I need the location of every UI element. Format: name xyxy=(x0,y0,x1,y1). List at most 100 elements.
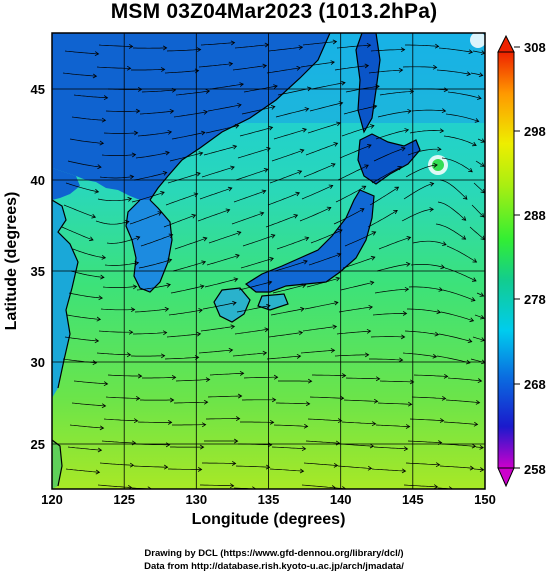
streamline-arrowhead xyxy=(474,118,480,123)
streamline-arrowhead xyxy=(168,233,174,239)
streamline xyxy=(61,226,94,241)
streamline xyxy=(379,380,414,383)
wind-streamlines xyxy=(61,39,485,489)
streamline xyxy=(66,314,101,320)
streamline-arrowhead xyxy=(439,418,445,423)
streamline-arrowhead xyxy=(262,350,268,356)
colorbar-tick-label: 268 xyxy=(524,377,546,392)
streamline xyxy=(102,286,137,288)
streamline xyxy=(100,308,135,311)
streamline xyxy=(200,484,234,487)
streamline-arrowhead xyxy=(366,328,372,334)
streamline-arrowhead xyxy=(465,359,471,365)
streamline-arrowhead xyxy=(298,45,304,50)
streamline-arrowhead xyxy=(205,89,211,94)
streamline xyxy=(369,358,403,361)
streamline-arrowhead xyxy=(438,287,444,292)
y-ticks: 25 30 35 40 45 xyxy=(31,82,45,452)
streamline-arrowhead xyxy=(165,150,170,156)
streamline xyxy=(107,374,142,377)
streamline xyxy=(446,245,477,263)
streamline-arrowhead xyxy=(435,462,441,468)
streamline xyxy=(470,358,485,364)
streamline-arrowhead xyxy=(231,460,237,466)
x-tick-label: 130 xyxy=(185,492,207,507)
streamline-arrowhead xyxy=(404,128,410,133)
streamline xyxy=(131,69,165,71)
streamline-arrowhead xyxy=(163,464,169,470)
streamline xyxy=(373,147,406,162)
streamline xyxy=(336,44,371,49)
streamline-arrowhead xyxy=(273,84,278,89)
x-tick-label: 135 xyxy=(258,492,280,507)
streamline xyxy=(103,132,138,134)
streamline-arrowhead xyxy=(439,128,445,134)
streamline xyxy=(443,135,477,146)
streamline-arrowhead xyxy=(333,462,339,468)
streamline xyxy=(370,49,405,52)
streamline xyxy=(134,308,169,313)
streamline xyxy=(404,330,439,335)
streamline xyxy=(268,46,303,52)
streamline-arrowhead xyxy=(232,144,238,150)
x-ticks: 120 125 130 135 140 145 150 xyxy=(41,492,496,507)
streamline-arrowhead xyxy=(436,309,442,315)
china-landmass xyxy=(52,200,78,398)
streamline xyxy=(401,208,434,222)
streamline xyxy=(405,44,439,47)
streamline xyxy=(377,402,412,405)
streamline-arrowhead xyxy=(334,300,339,306)
streamline xyxy=(175,379,210,382)
streamline xyxy=(234,328,269,335)
streamline-arrowhead xyxy=(367,465,373,471)
streamline xyxy=(135,152,170,159)
streamline-arrowhead xyxy=(307,378,313,384)
streamline-arrowhead xyxy=(297,170,303,175)
streamline-arrowhead xyxy=(201,422,207,428)
streamline-arrowhead xyxy=(443,87,449,93)
streamline xyxy=(199,187,232,200)
streamline-arrowhead xyxy=(432,64,438,70)
streamline xyxy=(403,484,438,488)
streamline-arrowhead xyxy=(137,373,143,379)
streamline xyxy=(301,185,333,200)
mainland-landmass xyxy=(52,33,330,200)
streamline-arrowhead xyxy=(398,357,404,363)
streamline-arrowhead xyxy=(199,284,205,289)
streamline-arrowhead xyxy=(429,207,434,212)
streamline-arrowhead xyxy=(199,444,205,450)
streamline-arrowhead xyxy=(479,212,485,218)
streamline xyxy=(197,209,230,222)
streamline xyxy=(374,288,409,294)
streamline xyxy=(95,220,129,225)
streamline xyxy=(67,160,102,168)
streamline xyxy=(265,214,298,228)
streamline-arrowhead xyxy=(171,375,177,380)
streamline-arrowhead xyxy=(441,395,447,401)
streamline-arrowhead xyxy=(233,438,239,444)
streamline-arrowhead xyxy=(479,467,485,472)
streamline xyxy=(65,182,99,193)
streamline xyxy=(336,330,371,335)
streamline-arrowhead xyxy=(270,105,276,110)
streamline-arrowhead xyxy=(302,127,307,133)
streamline xyxy=(136,284,171,291)
streamline xyxy=(441,157,473,173)
streamline xyxy=(99,462,134,466)
colorbar: 258 268 278 288 298 308 xyxy=(497,34,546,488)
streamline-arrowhead xyxy=(471,443,477,449)
streamline xyxy=(302,41,337,46)
streamline-arrowhead xyxy=(229,483,235,489)
streamline xyxy=(165,193,198,206)
streamline xyxy=(412,240,447,246)
streamline xyxy=(200,42,235,46)
streamline-arrowhead xyxy=(480,314,485,320)
streamline-arrowhead xyxy=(440,264,446,270)
streamline xyxy=(269,468,304,472)
streamline-arrowhead xyxy=(367,144,372,149)
streamline-arrowhead xyxy=(273,374,279,380)
streamline xyxy=(445,113,479,122)
streamline-arrowhead xyxy=(232,300,237,306)
streamline-arrowhead xyxy=(103,381,109,387)
